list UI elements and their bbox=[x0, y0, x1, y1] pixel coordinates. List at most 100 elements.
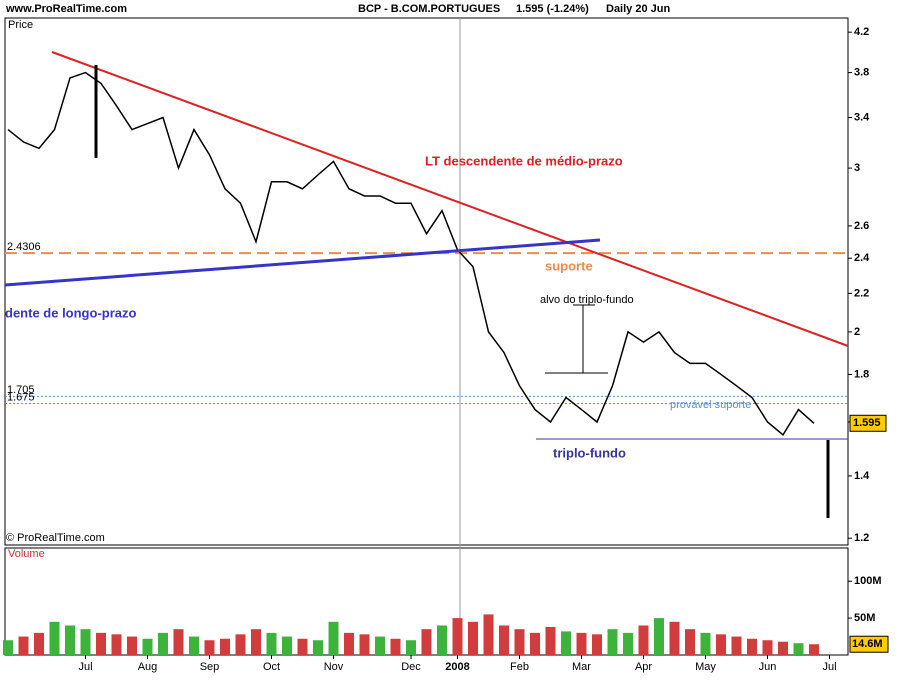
x-tick-label: Apr bbox=[635, 661, 652, 673]
volume-bar bbox=[49, 621, 60, 655]
trend-line bbox=[4, 238, 601, 287]
period: Daily 20 Jun bbox=[606, 3, 670, 15]
y-tick-label: 1.8 bbox=[854, 368, 869, 380]
volume-bar bbox=[18, 636, 29, 655]
volume-bar bbox=[483, 614, 494, 655]
annotation: triplo-fundo bbox=[553, 445, 626, 460]
annotation: alvo do triplo-fundo bbox=[540, 294, 634, 306]
x-tick-label: Jun bbox=[759, 661, 777, 673]
level-label: 2.4306 bbox=[7, 241, 41, 253]
volume-bar bbox=[359, 634, 370, 655]
x-tick-label: 2008 bbox=[445, 661, 469, 673]
volume-bar bbox=[96, 632, 106, 655]
volume-bar bbox=[204, 640, 215, 655]
volume-bar bbox=[65, 625, 75, 655]
instrument: BCP - B.COM.PORTUGUES bbox=[358, 3, 500, 15]
volume-bar bbox=[545, 626, 556, 655]
volume-bar bbox=[3, 640, 13, 655]
volume-bar bbox=[452, 618, 463, 655]
volume-bar bbox=[793, 643, 804, 655]
volume-bar bbox=[390, 638, 401, 655]
level-label: 1.705 bbox=[7, 384, 35, 396]
volume-bar bbox=[158, 632, 168, 655]
volume-bar bbox=[421, 629, 432, 655]
resistance-line bbox=[51, 51, 849, 347]
volume-bar bbox=[809, 644, 819, 655]
volume-bar bbox=[189, 636, 199, 655]
x-tick-label: Mar bbox=[572, 661, 591, 673]
volume-bar bbox=[111, 634, 122, 655]
y-tick-label: 2.2 bbox=[854, 287, 869, 299]
volume-bar bbox=[561, 631, 571, 655]
y-tick-label: 2.4 bbox=[854, 252, 870, 264]
volume-bar bbox=[80, 629, 91, 655]
x-tick-label: Dec bbox=[401, 661, 421, 673]
volume-bar bbox=[530, 632, 540, 655]
y-tick-label: 3 bbox=[854, 162, 860, 174]
volume-bar bbox=[34, 632, 44, 655]
x-tick-label: Jul bbox=[822, 661, 836, 673]
last-price: 1.595 bbox=[853, 417, 881, 429]
volume-bar bbox=[592, 634, 602, 655]
volume-bar bbox=[623, 632, 633, 655]
volume-bar bbox=[406, 640, 416, 655]
price-panel bbox=[4, 17, 849, 546]
quote: 1.595 (-1.24%) bbox=[516, 3, 589, 15]
volume-bar bbox=[266, 632, 277, 655]
volume-bar bbox=[251, 629, 261, 655]
volume-bar bbox=[685, 629, 695, 655]
y-tick-label: 100M bbox=[854, 575, 882, 587]
x-tick-label: Feb bbox=[510, 661, 529, 673]
volume-bar bbox=[514, 629, 525, 655]
volume-bar bbox=[142, 638, 153, 655]
annotation: LT descendente de médio-prazo bbox=[425, 153, 623, 168]
volume-bar bbox=[375, 636, 385, 655]
volume-bar bbox=[638, 625, 649, 655]
volume-bar bbox=[716, 634, 726, 655]
y-tick-label: 1.2 bbox=[854, 532, 869, 544]
volume-bar bbox=[778, 641, 788, 655]
y-tick-label: 4.2 bbox=[854, 26, 869, 38]
volume-bar bbox=[313, 640, 323, 655]
volume-bar bbox=[700, 632, 711, 655]
volume-bar bbox=[747, 638, 757, 655]
level-label: 1.675 bbox=[7, 391, 35, 403]
volume-bar bbox=[437, 625, 447, 655]
panel-label: Volume bbox=[8, 548, 45, 560]
volume-bar bbox=[576, 632, 587, 655]
last-volume-box bbox=[849, 635, 889, 653]
price-line bbox=[7, 71, 815, 436]
volume-bar bbox=[499, 625, 509, 655]
x-tick-label: May bbox=[695, 661, 716, 673]
volume-bar bbox=[173, 629, 184, 655]
y-tick-label: 2 bbox=[854, 326, 860, 338]
annotation: provável suporte bbox=[670, 399, 751, 411]
y-tick-label: 50M bbox=[854, 612, 875, 624]
y-tick-label: 3.8 bbox=[854, 67, 869, 79]
x-tick-label: Jul bbox=[78, 661, 92, 673]
volume-bar bbox=[282, 636, 292, 655]
last-price-box bbox=[849, 414, 887, 432]
volume-bar bbox=[654, 618, 664, 655]
copyright: © ProRealTime.com bbox=[6, 532, 105, 544]
y-tick-label: 1.4 bbox=[854, 470, 870, 482]
volume-bar bbox=[235, 634, 246, 655]
volume-bar bbox=[297, 638, 308, 655]
volume-bar bbox=[468, 621, 478, 655]
volume-bar bbox=[762, 640, 773, 655]
annotation: suporte bbox=[545, 258, 593, 273]
x-tick-label: Oct bbox=[263, 661, 280, 673]
volume-bar bbox=[220, 638, 230, 655]
volume-bar bbox=[731, 636, 742, 655]
x-tick-label: Sep bbox=[200, 661, 220, 673]
panel-label: Price bbox=[8, 19, 33, 31]
y-tick-label: 2.6 bbox=[854, 220, 869, 232]
site: www.ProRealTime.com bbox=[5, 3, 127, 15]
annotation: dente de longo-prazo bbox=[5, 305, 137, 320]
volume-bar bbox=[328, 621, 339, 655]
x-tick-label: Nov bbox=[324, 661, 344, 673]
volume-bar bbox=[607, 629, 618, 655]
last-volume: 14.6M bbox=[852, 638, 883, 650]
